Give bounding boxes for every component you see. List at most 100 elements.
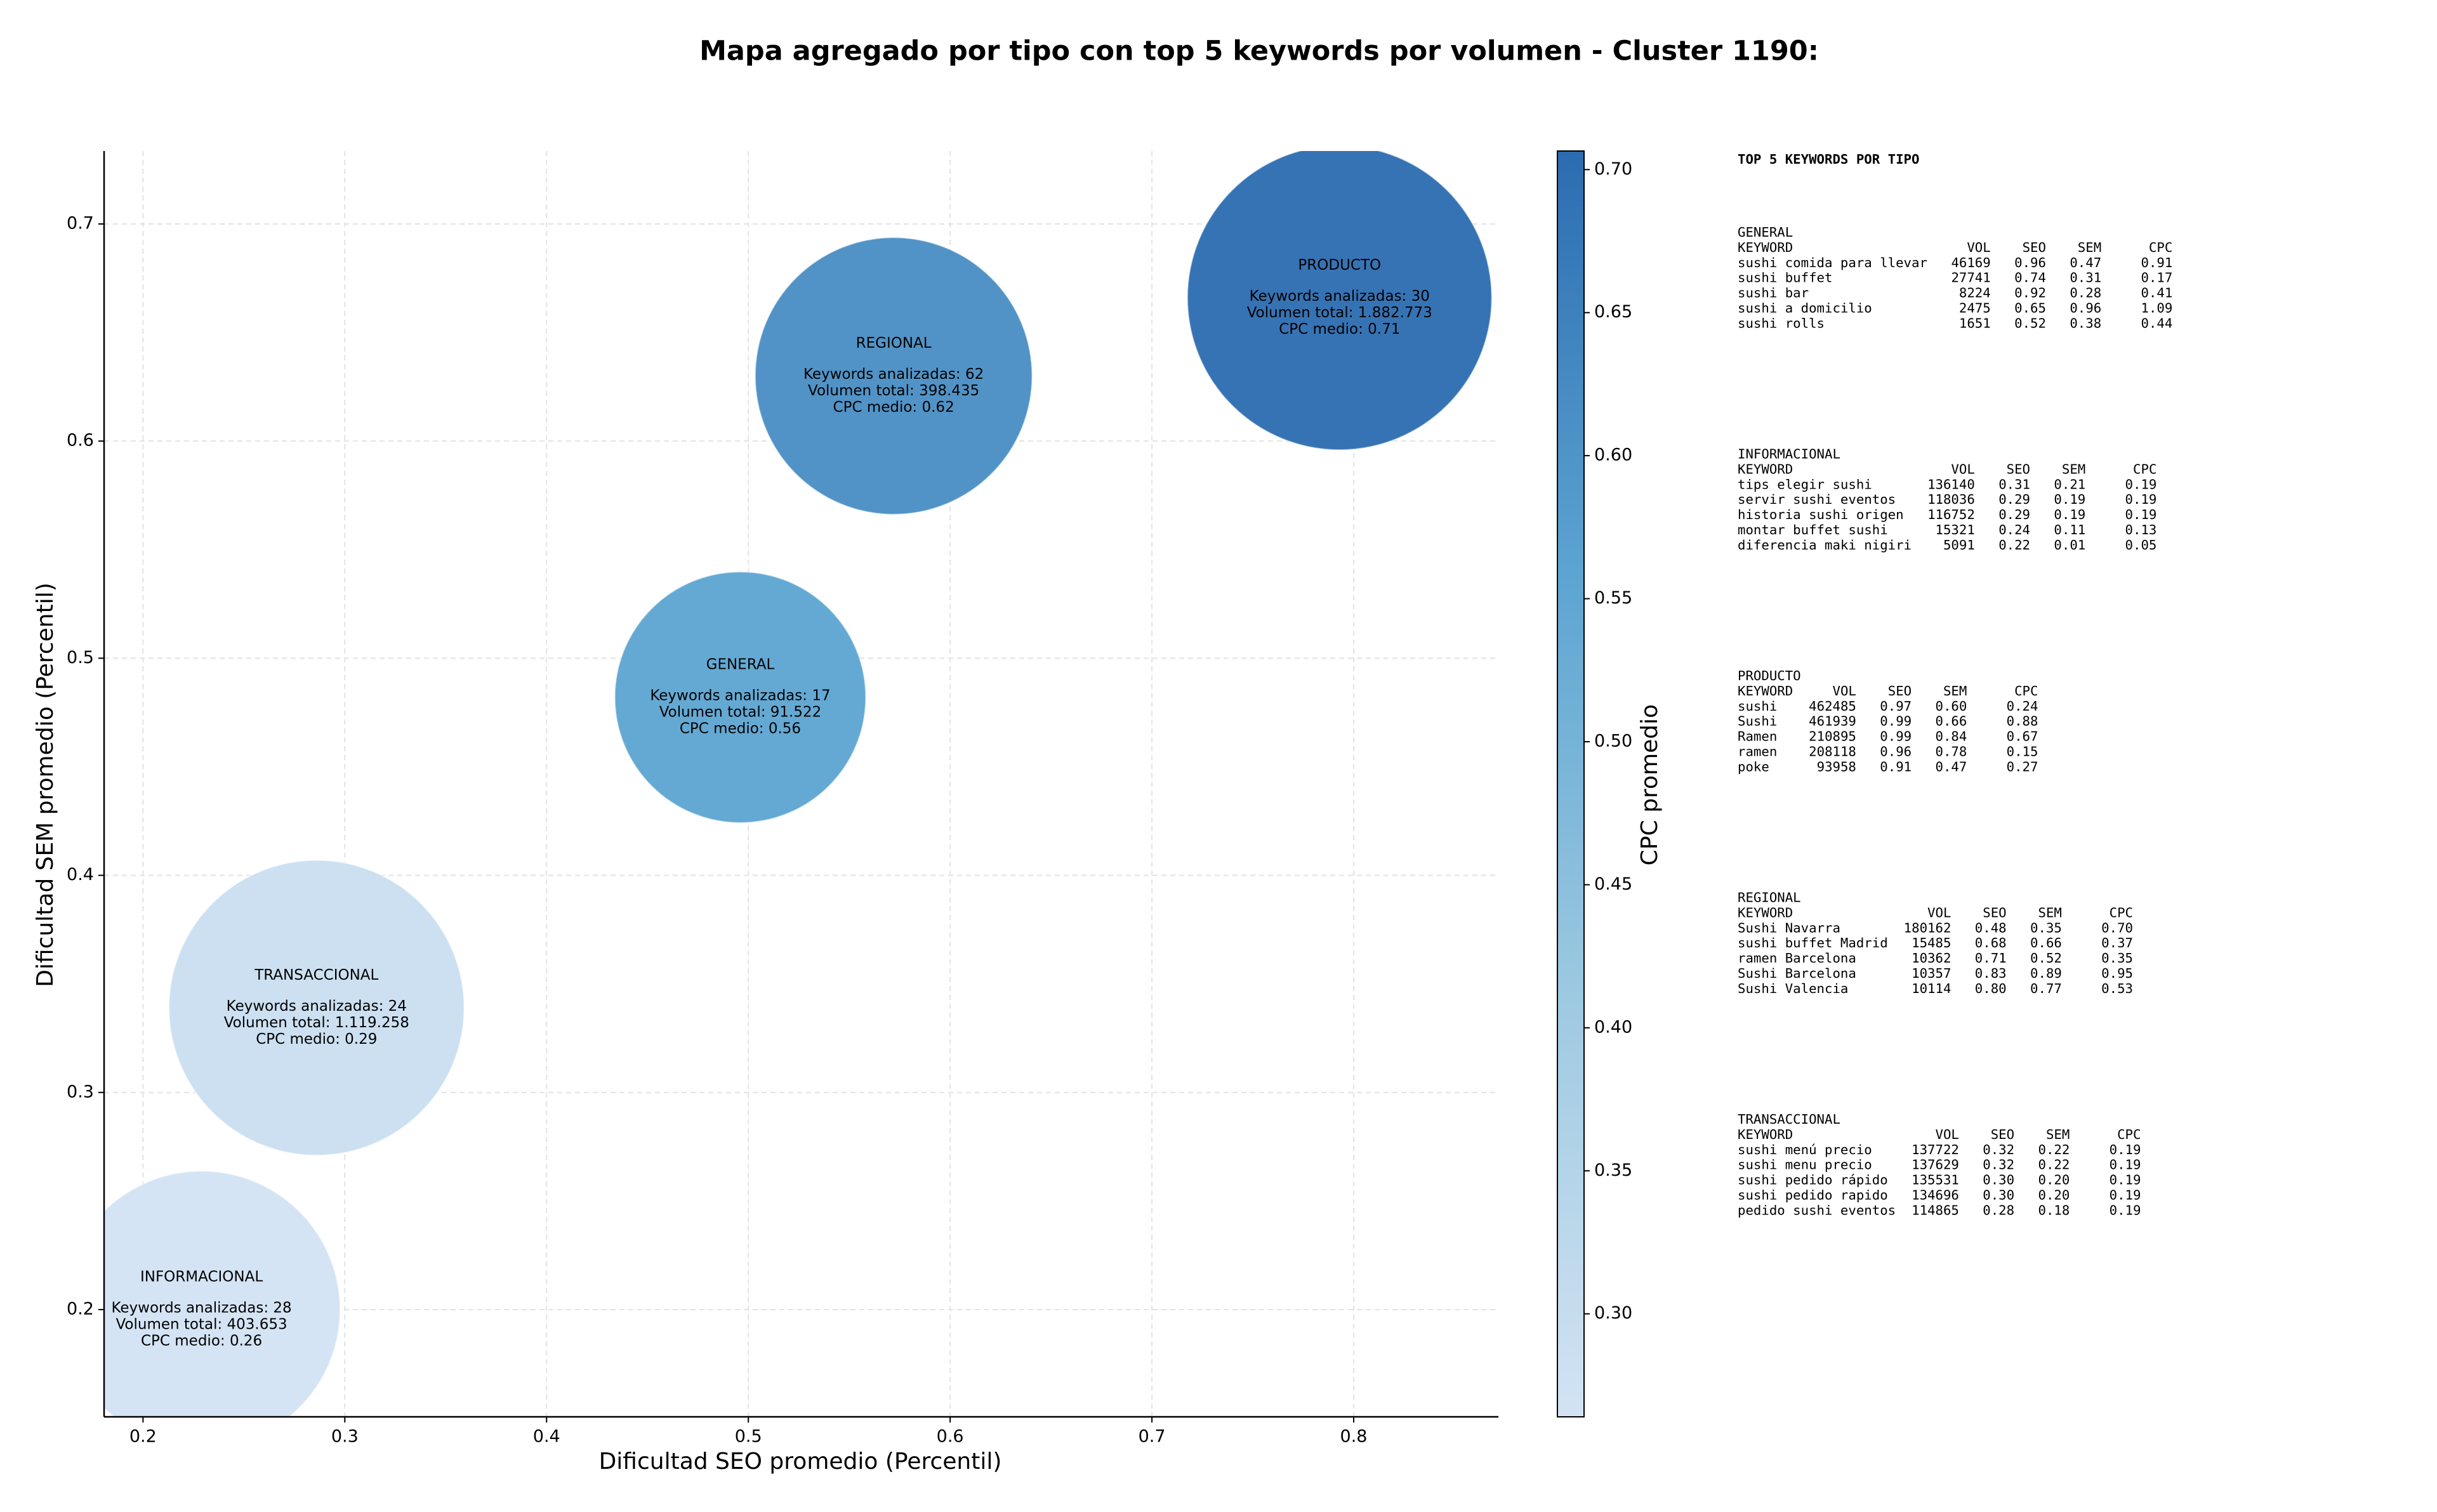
- cell-keyword: historia sushi origen: [1738, 507, 1904, 522]
- group-name: PRODUCTO: [1738, 668, 1801, 683]
- bubble-count: Keywords analizadas: 62: [803, 366, 984, 383]
- colorbar-tick-label: 0.60: [1594, 445, 1632, 465]
- cell-number: 15321: [1936, 522, 1975, 537]
- cell-keyword: Sushi Barcelona: [1738, 966, 1856, 981]
- cell-number: 0.91: [1880, 759, 1912, 774]
- bubble-cpc: CPC medio: 0.62: [833, 399, 954, 416]
- cell-number: 0.35: [2030, 920, 2062, 935]
- column-header: SEM: [2038, 905, 2061, 920]
- bubbles: [104, 151, 1493, 1417]
- cell-number: 180162: [1904, 920, 1952, 935]
- cell-number: 0.28: [2070, 286, 2101, 301]
- cell-number: 0.70: [2101, 920, 2133, 935]
- cell-number: 2475: [1959, 301, 1991, 316]
- cell-keyword: sushi rolls: [1738, 315, 1825, 331]
- cell-number: 0.96: [2014, 255, 2046, 270]
- y-axis-label: Dificultad SEM promedio (Percentil): [32, 582, 58, 987]
- cell-number: 118036: [1927, 492, 1975, 507]
- cell-number: 136140: [1927, 477, 1975, 492]
- bubble-count: Keywords analizadas: 24: [227, 998, 407, 1015]
- cell-number: 0.19: [2125, 492, 2157, 507]
- bubble-count: Keywords analizadas: 17: [650, 687, 830, 704]
- cell-number: 0.27: [2007, 759, 2038, 774]
- colorbar-tick-label: 0.40: [1594, 1017, 1632, 1037]
- cell-keyword: diferencia maki nigiri: [1738, 537, 1912, 553]
- cell-number: 0.88: [2007, 714, 2038, 729]
- cell-keyword: ramen Barcelona: [1738, 950, 1856, 966]
- x-tick-label: 0.4: [533, 1427, 560, 1447]
- cell-number: 0.18: [2038, 1202, 2070, 1218]
- cell-number: 114865: [1912, 1202, 1959, 1218]
- cell-number: 0.05: [2125, 537, 2157, 553]
- colorbar-label: CPC promedio: [1637, 704, 1663, 865]
- cell-number: 0.83: [1975, 966, 2007, 981]
- bubble: [104, 1170, 341, 1417]
- cell-number: 0.19: [2125, 477, 2157, 492]
- cell-number: 0.30: [1983, 1173, 2014, 1188]
- cell-number: 0.66: [2030, 935, 2062, 950]
- cell-keyword: tips elegir sushi: [1738, 477, 1872, 492]
- cell-number: 1.09: [2141, 301, 2172, 316]
- column-header: KEYWORD: [1738, 1127, 1793, 1142]
- chart-title: Mapa agregado por tipo con top 5 keyword…: [699, 36, 1819, 67]
- column-header: KEYWORD: [1738, 461, 1793, 477]
- y-tick-label: 0.5: [67, 648, 94, 667]
- cell-keyword: sushi: [1738, 699, 1777, 714]
- cell-number: 0.38: [2070, 315, 2101, 331]
- cell-keyword: poke: [1738, 759, 1769, 774]
- bubble-name: GENERAL: [706, 656, 775, 673]
- cell-keyword: sushi buffet Madrid: [1738, 935, 1888, 950]
- colorbar-tick-label: 0.35: [1594, 1160, 1632, 1180]
- cell-number: 0.84: [1936, 729, 1967, 744]
- cell-keyword: Ramen: [1738, 729, 1777, 744]
- bubble-volume: Volumen total: 403.653: [116, 1316, 287, 1332]
- bubble-volume: Volumen total: 398.435: [808, 383, 979, 399]
- bubble: [1187, 151, 1493, 451]
- x-tick-label: 0.5: [735, 1427, 762, 1447]
- cell-number: 0.78: [1936, 744, 1967, 759]
- column-header: VOL: [1936, 1127, 1959, 1142]
- cell-number: 461939: [1809, 714, 1856, 729]
- cell-number: 0.53: [2101, 981, 2133, 996]
- cell-number: 0.30: [1983, 1188, 2014, 1203]
- cell-keyword: pedido sushi eventos: [1738, 1202, 1896, 1218]
- bubble-volume: Volumen total: 91.522: [659, 704, 822, 720]
- bubble-cpc: CPC medio: 0.56: [680, 720, 801, 737]
- cell-number: 0.29: [1998, 492, 2030, 507]
- cell-number: 0.68: [1975, 935, 2007, 950]
- cell-number: 0.66: [1936, 714, 1967, 729]
- column-header: VOL: [1967, 240, 1990, 255]
- cell-number: 462485: [1809, 699, 1856, 714]
- colorbar-tick-label: 0.45: [1594, 874, 1632, 894]
- cell-number: 0.48: [1975, 920, 2007, 935]
- cell-number: 0.31: [2070, 270, 2101, 286]
- bubble-name: REGIONAL: [856, 335, 932, 352]
- cell-number: 0.24: [2007, 699, 2038, 714]
- cell-keyword: sushi bar: [1738, 286, 1809, 301]
- column-header: KEYWORD: [1738, 683, 1793, 699]
- cell-number: 0.01: [2054, 537, 2085, 553]
- bubble-count: Keywords analizadas: 28: [111, 1299, 291, 1316]
- cell-number: 0.80: [1975, 981, 2007, 996]
- column-header: SEM: [2078, 240, 2101, 255]
- cell-number: 0.37: [2101, 935, 2133, 950]
- x-tick-label: 0.6: [937, 1427, 964, 1447]
- cell-number: 5091: [1943, 537, 1975, 553]
- colorbar: [1557, 150, 1585, 1417]
- cell-number: 0.19: [2110, 1157, 2141, 1173]
- column-header: SEM: [2046, 1127, 2070, 1142]
- cell-number: 0.97: [1880, 699, 1912, 714]
- cell-number: 0.65: [2014, 301, 2046, 316]
- column-header: SEO: [1983, 905, 2006, 920]
- cell-number: 0.29: [1998, 507, 2030, 522]
- cell-number: 0.32: [1983, 1157, 2014, 1173]
- cell-keyword: sushi menú precio: [1738, 1142, 1872, 1157]
- x-tick-label: 0.7: [1139, 1427, 1166, 1447]
- cell-number: 0.47: [2070, 255, 2101, 270]
- cell-number: 0.20: [2038, 1188, 2070, 1203]
- colorbar-tick-label: 0.30: [1594, 1303, 1632, 1323]
- column-header: CPC: [2014, 683, 2038, 699]
- x-tick-label: 0.3: [331, 1427, 359, 1447]
